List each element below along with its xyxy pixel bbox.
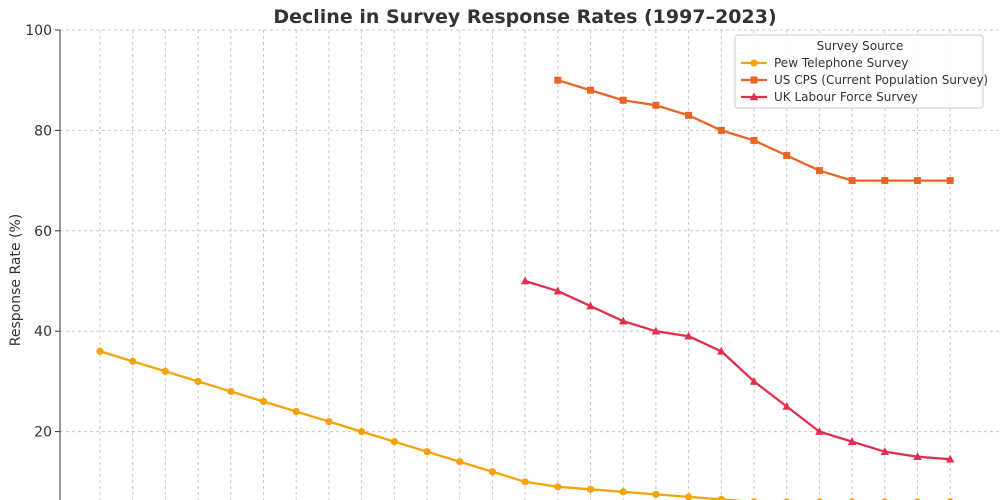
- data-point: [750, 136, 758, 144]
- data-point: [194, 377, 202, 385]
- data-point: [227, 387, 235, 396]
- data-point: [815, 167, 823, 175]
- data-point: [880, 447, 889, 455]
- data-point: [619, 488, 627, 496]
- y-tick-label: 20: [34, 425, 52, 441]
- data-point: [652, 490, 660, 498]
- data-point: [161, 367, 169, 375]
- chart-title: Decline in Survey Response Rates (1997–2…: [273, 6, 776, 28]
- y-axis-label: Response Rate (%): [8, 214, 24, 346]
- data-point: [586, 301, 595, 310]
- legend-item: UK Labour Force Survey: [741, 90, 918, 104]
- legend-label: US CPS (Current Population Survey): [774, 73, 988, 87]
- series-1: [96, 347, 954, 500]
- data-point: [619, 316, 628, 325]
- data-point: [423, 448, 431, 456]
- data-point: [913, 452, 922, 460]
- data-point: [587, 86, 594, 94]
- legend-label: Pew Telephone Survey: [774, 56, 908, 70]
- y-tick-label: 100: [25, 23, 52, 39]
- legend-item: US CPS (Current Population Survey): [741, 73, 988, 87]
- legend-box: [734, 34, 984, 109]
- data-point: [881, 177, 889, 185]
- series-2: [554, 76, 954, 185]
- grid-lines: [60, 29, 1000, 500]
- data-point: [325, 417, 333, 426]
- series-layer: [96, 76, 955, 500]
- legend-marker: [750, 76, 758, 84]
- data-point: [685, 111, 693, 119]
- data-point: [259, 397, 268, 406]
- data-point: [684, 331, 693, 340]
- y-tick-label: 40: [34, 324, 52, 340]
- y-tick-label: 60: [34, 224, 52, 240]
- legend-item: Pew Telephone Survey: [741, 56, 908, 70]
- data-point: [847, 437, 857, 445]
- series-line: [524, 279, 951, 461]
- series-3: [520, 276, 955, 463]
- legend-title: Survey Source: [817, 39, 904, 53]
- data-point: [390, 438, 398, 446]
- y-tick-label: 80: [34, 123, 52, 139]
- data-point: [651, 326, 661, 335]
- legend-items: Pew Telephone Survey US CPS (Current Popu…: [741, 56, 988, 104]
- data-point: [554, 483, 562, 491]
- data-point: [456, 458, 464, 466]
- data-point: [783, 152, 791, 159]
- data-point: [815, 427, 824, 435]
- data-point: [96, 347, 104, 355]
- data-point: [685, 493, 693, 500]
- data-point: [848, 177, 856, 185]
- data-point: [717, 495, 725, 500]
- data-point: [520, 276, 530, 285]
- data-point: [946, 454, 955, 463]
- data-point: [521, 478, 529, 486]
- data-point: [488, 468, 496, 476]
- legend-marker: [749, 92, 759, 101]
- data-point: [914, 177, 921, 185]
- data-point: [717, 346, 726, 355]
- data-point: [553, 286, 562, 295]
- data-point: [717, 126, 725, 134]
- data-point: [782, 402, 791, 410]
- data-point: [652, 101, 660, 109]
- data-point: [946, 177, 954, 185]
- data-point: [749, 376, 759, 385]
- data-point: [358, 428, 366, 436]
- data-point: [586, 485, 595, 493]
- legend: Survey Source Pew Telephone Survey US CPS…: [734, 34, 988, 109]
- data-point: [129, 357, 137, 365]
- data-point: [292, 407, 300, 416]
- y-axis-ticks: 20 40 60 80 100: [25, 23, 60, 441]
- legend-marker: [750, 59, 758, 67]
- data-point: [619, 96, 627, 104]
- data-point: [554, 76, 562, 84]
- legend-label: UK Labour Force Survey: [774, 90, 918, 104]
